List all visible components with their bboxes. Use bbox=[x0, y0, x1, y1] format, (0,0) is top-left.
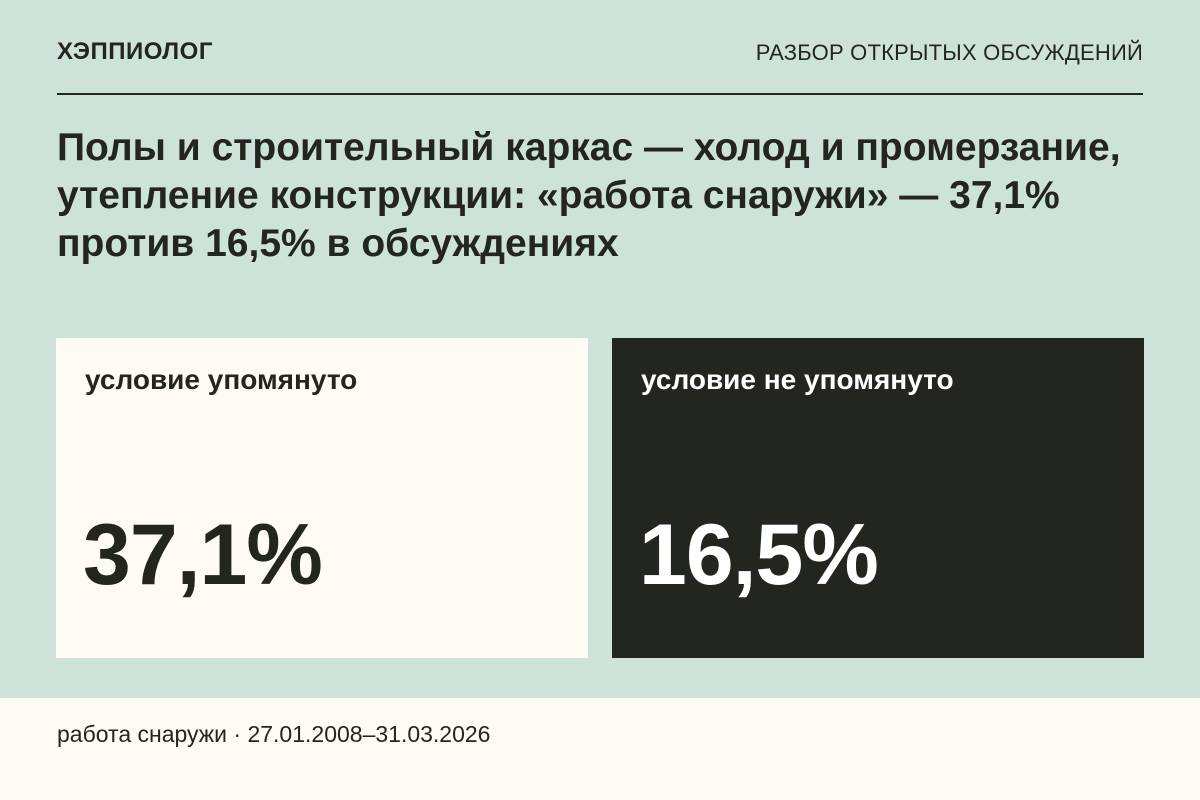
main-panel: ХЭППИОЛОГ РАЗБОР ОТКРЫТЫХ ОБСУЖДЕНИЙ Пол… bbox=[56, 38, 1144, 658]
brand-logo-text: ХЭППИОЛОГ bbox=[57, 38, 213, 65]
mentioned-card-label: условие упомянуто bbox=[85, 364, 358, 395]
mentioned-card: условие упомянуто 37,1% bbox=[56, 338, 588, 658]
not-mentioned-card-value: 16,5% bbox=[639, 507, 879, 603]
header-divider bbox=[57, 93, 1143, 95]
mentioned-card-value: 37,1% bbox=[83, 507, 323, 603]
section-title: РАЗБОР ОТКРЫТЫХ ОБСУЖДЕНИЙ bbox=[755, 40, 1143, 65]
footer: работа снаружи · 27.01.2008–31.03.2026 bbox=[0, 698, 1200, 800]
footer-caption: работа снаружи · 27.01.2008–31.03.2026 bbox=[57, 721, 491, 747]
headline: Полы и строительный каркас — холод и про… bbox=[57, 126, 1121, 265]
not-mentioned-card-label: условие не упомянуто bbox=[641, 364, 954, 395]
not-mentioned-card: условие не упомянуто 16,5% bbox=[612, 338, 1144, 658]
